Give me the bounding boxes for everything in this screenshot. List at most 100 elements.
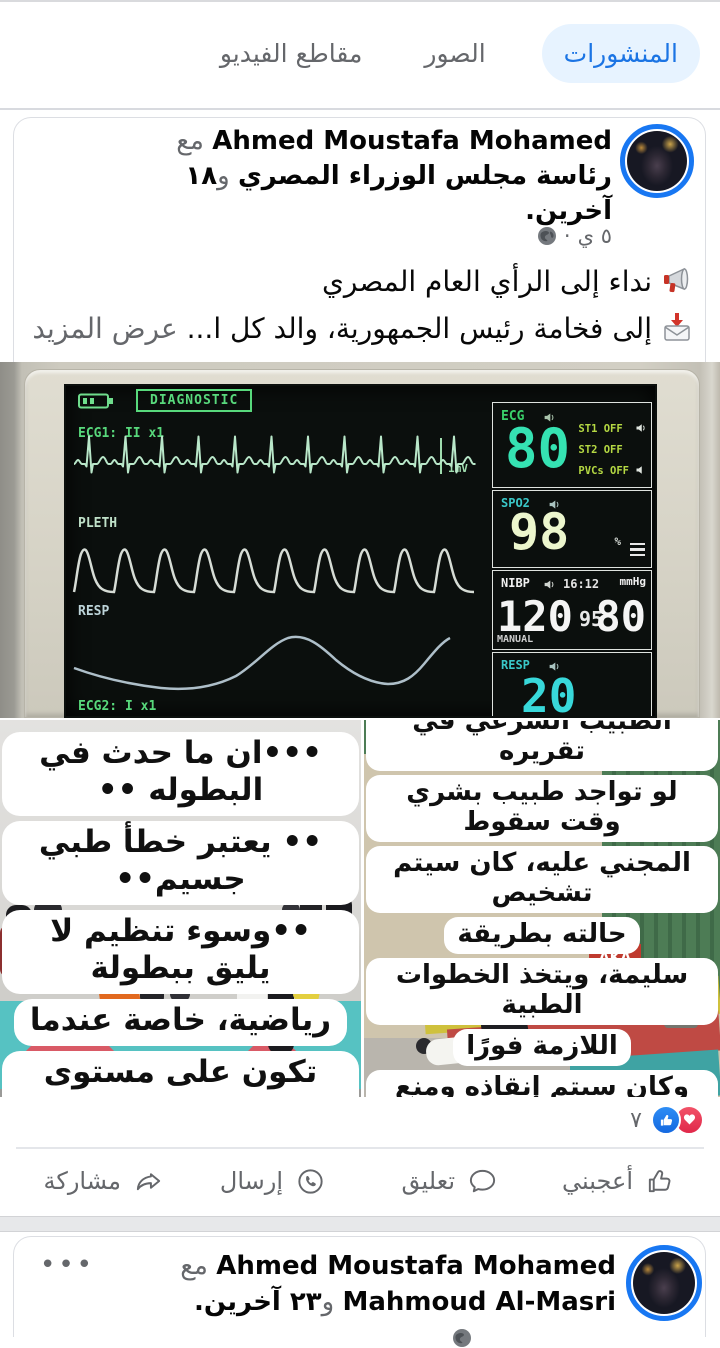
photo-left-karate-hall[interactable]: AQ •••ان ما حدث في البطوله •• •• يعتبر خ… — [0, 720, 361, 1097]
calibration-mark — [440, 438, 442, 474]
tab-posts[interactable]: المنشورات — [541, 24, 700, 83]
spo2-panel-label: SPO2 — [501, 496, 530, 510]
speaker-icon — [635, 419, 648, 432]
monitor-mode: DIAGNOSTIC — [136, 389, 253, 412]
caption-line-clipped: الطبيب الشرعي في تقريره — [366, 720, 718, 771]
caption-line: ••وسوء تنظيم لا يليق ببطولة — [2, 910, 359, 994]
globe-privacy-icon — [537, 227, 556, 245]
tab-photos[interactable]: الصور — [424, 39, 486, 68]
caption-line: •••ان ما حدث في البطوله •• — [2, 732, 359, 816]
st2-status: ST2 OFF — [578, 444, 623, 456]
avatar-photo — [633, 1252, 695, 1314]
post-line-1: نداء إلى الرأي العام المصري — [26, 258, 694, 305]
author-name[interactable]: Ahmed Moustafa Mohamed — [216, 1251, 616, 1281]
nibp-time: 16:12 — [563, 577, 600, 591]
spo2-value: 98 — [509, 503, 570, 561]
nibp-map: 95 — [579, 607, 604, 631]
post-card — [13, 117, 706, 363]
spo2-unit: % — [614, 535, 621, 548]
patient-monitor-photo[interactable]: DIAGNOSTIC ECG1: II x1 PLETH RESP ECG2: … — [0, 362, 720, 718]
pleth-label: PLETH — [78, 516, 118, 531]
and-word: و — [321, 1287, 335, 1317]
nibp-mode: MANUAL — [497, 634, 534, 645]
spo2-panel: SPO2 98 % — [492, 490, 652, 568]
resp-wave-label: RESP — [78, 604, 110, 619]
post-line-1-text: نداء إلى الرأي العام المصري — [322, 265, 652, 298]
caption-line: حالته بطريقة — [444, 917, 640, 954]
action-bar-divider — [16, 1147, 704, 1149]
avatar[interactable] — [626, 1245, 702, 1321]
others-link[interactable]: ٢٣ آخرين. — [193, 1287, 322, 1317]
post-line-2-text: إلى فخامة رئيس الجمهورية، والد كل ا... — [186, 312, 652, 345]
author-name[interactable]: Ahmed Moustafa Mohamed — [212, 126, 612, 156]
profile-tabs: المنشورات الصور مقاطع الفيديو — [0, 24, 700, 83]
resp-panel-label: RESP — [501, 658, 530, 672]
ecg-panel: ECG 80 ST1 OFF ST2 OFF PVCs OFF — [492, 402, 652, 488]
caption-line: وكان سيتم إنقاذه ومنع تدهور — [366, 1070, 718, 1097]
post-body: نداء إلى الرأي العام المصري إلى فخامة رئ… — [26, 258, 694, 352]
like-reaction-icon — [651, 1105, 681, 1135]
speaker-icon — [548, 658, 561, 671]
tagged-page[interactable]: رئاسة مجلس الوزراء المصري — [237, 161, 612, 191]
avatar[interactable] — [620, 124, 694, 198]
vitals-panels: ECG 80 ST1 OFF ST2 OFF PVCs OFF SPO2 — [492, 402, 652, 716]
reaction-count[interactable]: ٧ — [630, 1107, 642, 1133]
speaker-icon — [635, 461, 648, 474]
nibp-unit: mmHg — [619, 575, 647, 588]
like-button[interactable]: أعجبني — [562, 1152, 676, 1210]
caption-line: رياضية، خاصة عندما — [13, 999, 348, 1046]
share-label: مشاركة — [43, 1167, 121, 1195]
battery-icon — [78, 393, 113, 409]
caption-line: سليمة، ويتخذ الخطوات الطبية — [366, 958, 718, 1025]
tab-videos[interactable]: مقاطع الفيديو — [219, 39, 363, 68]
globe-privacy-icon-partial — [453, 1329, 471, 1347]
heart-rate-value: 80 — [505, 417, 571, 480]
pvcs-status: PVCs OFF — [578, 465, 629, 477]
st-status: ST1 OFF ST2 OFF PVCs OFF — [578, 419, 629, 482]
post-header-name: Ahmed Moustafa Mohamed مع رئاسة مجلس الو… — [132, 124, 612, 229]
thumbs-up-icon — [648, 1169, 671, 1192]
send-label: إرسال — [219, 1167, 283, 1195]
reactions-summary[interactable]: ٧ — [630, 1102, 704, 1138]
meta-dot: · — [563, 224, 571, 248]
speaker-icon — [543, 576, 556, 589]
like-label: أعجبني — [562, 1167, 633, 1195]
with-word: مع — [180, 1251, 208, 1281]
photo-left-caption: •••ان ما حدث في البطوله •• •• يعتبر خطأ … — [2, 732, 359, 1097]
monitor-screen: DIAGNOSTIC ECG1: II x1 PLETH RESP ECG2: … — [64, 384, 657, 718]
top-border — [0, 0, 720, 2]
comment-icon — [469, 1169, 496, 1192]
tabs-divider — [0, 108, 720, 110]
whatsapp-icon — [298, 1168, 323, 1194]
see-more-link[interactable]: عرض المزيد — [32, 312, 178, 345]
menu-lines-icon — [630, 542, 645, 560]
st1-status: ST1 OFF — [578, 423, 623, 435]
nibp-systolic: 120 — [497, 592, 573, 641]
more-options-button[interactable]: ••• — [40, 1250, 96, 1280]
and-word: و — [217, 161, 230, 191]
tagged-user[interactable]: Mahmoud Al-Masri — [342, 1287, 616, 1317]
with-word: مع — [176, 126, 204, 156]
photo-right-caption: الطبيب الشرعي في تقريره لو تواجد طبيب بش… — [366, 720, 718, 1097]
pleth-waveform — [72, 548, 475, 594]
megaphone-icon — [660, 262, 694, 293]
share-icon — [136, 1172, 161, 1190]
avatar-photo — [627, 131, 687, 191]
comment-button[interactable]: تعليق — [402, 1152, 498, 1210]
ecg2-lead-label: ECG2: I x1 — [78, 699, 157, 714]
caption-line: المجني عليه، كان سيتم تشخيص — [366, 846, 718, 913]
post-card — [13, 1236, 706, 1337]
post-meta: ٥ ي · — [537, 224, 612, 248]
ecg-panel-label: ECG — [501, 409, 525, 424]
comment-label: تعليق — [401, 1167, 455, 1195]
nibp-panel: NIBP 16:12 mmHg 120 95 80 MANUAL — [492, 570, 652, 650]
send-button[interactable]: إرسال — [220, 1152, 326, 1210]
resp-panel: RESP 20 — [492, 652, 652, 716]
ecg-waveform — [73, 435, 476, 474]
caption-line: •• يعتبر خطأ طبي جسيم•• — [2, 821, 359, 905]
others-link[interactable]: ١٨ آخرين. — [185, 161, 612, 226]
caption-line: اللازمة فورًا — [453, 1029, 631, 1066]
share-button[interactable]: مشاركة — [44, 1152, 164, 1210]
ecg1-lead-label: ECG1: II x1 — [78, 426, 165, 441]
photo-right-karate-hall[interactable]: AKA الطبيب الشرعي في تقريره لو تواجد طبي… — [364, 720, 720, 1097]
